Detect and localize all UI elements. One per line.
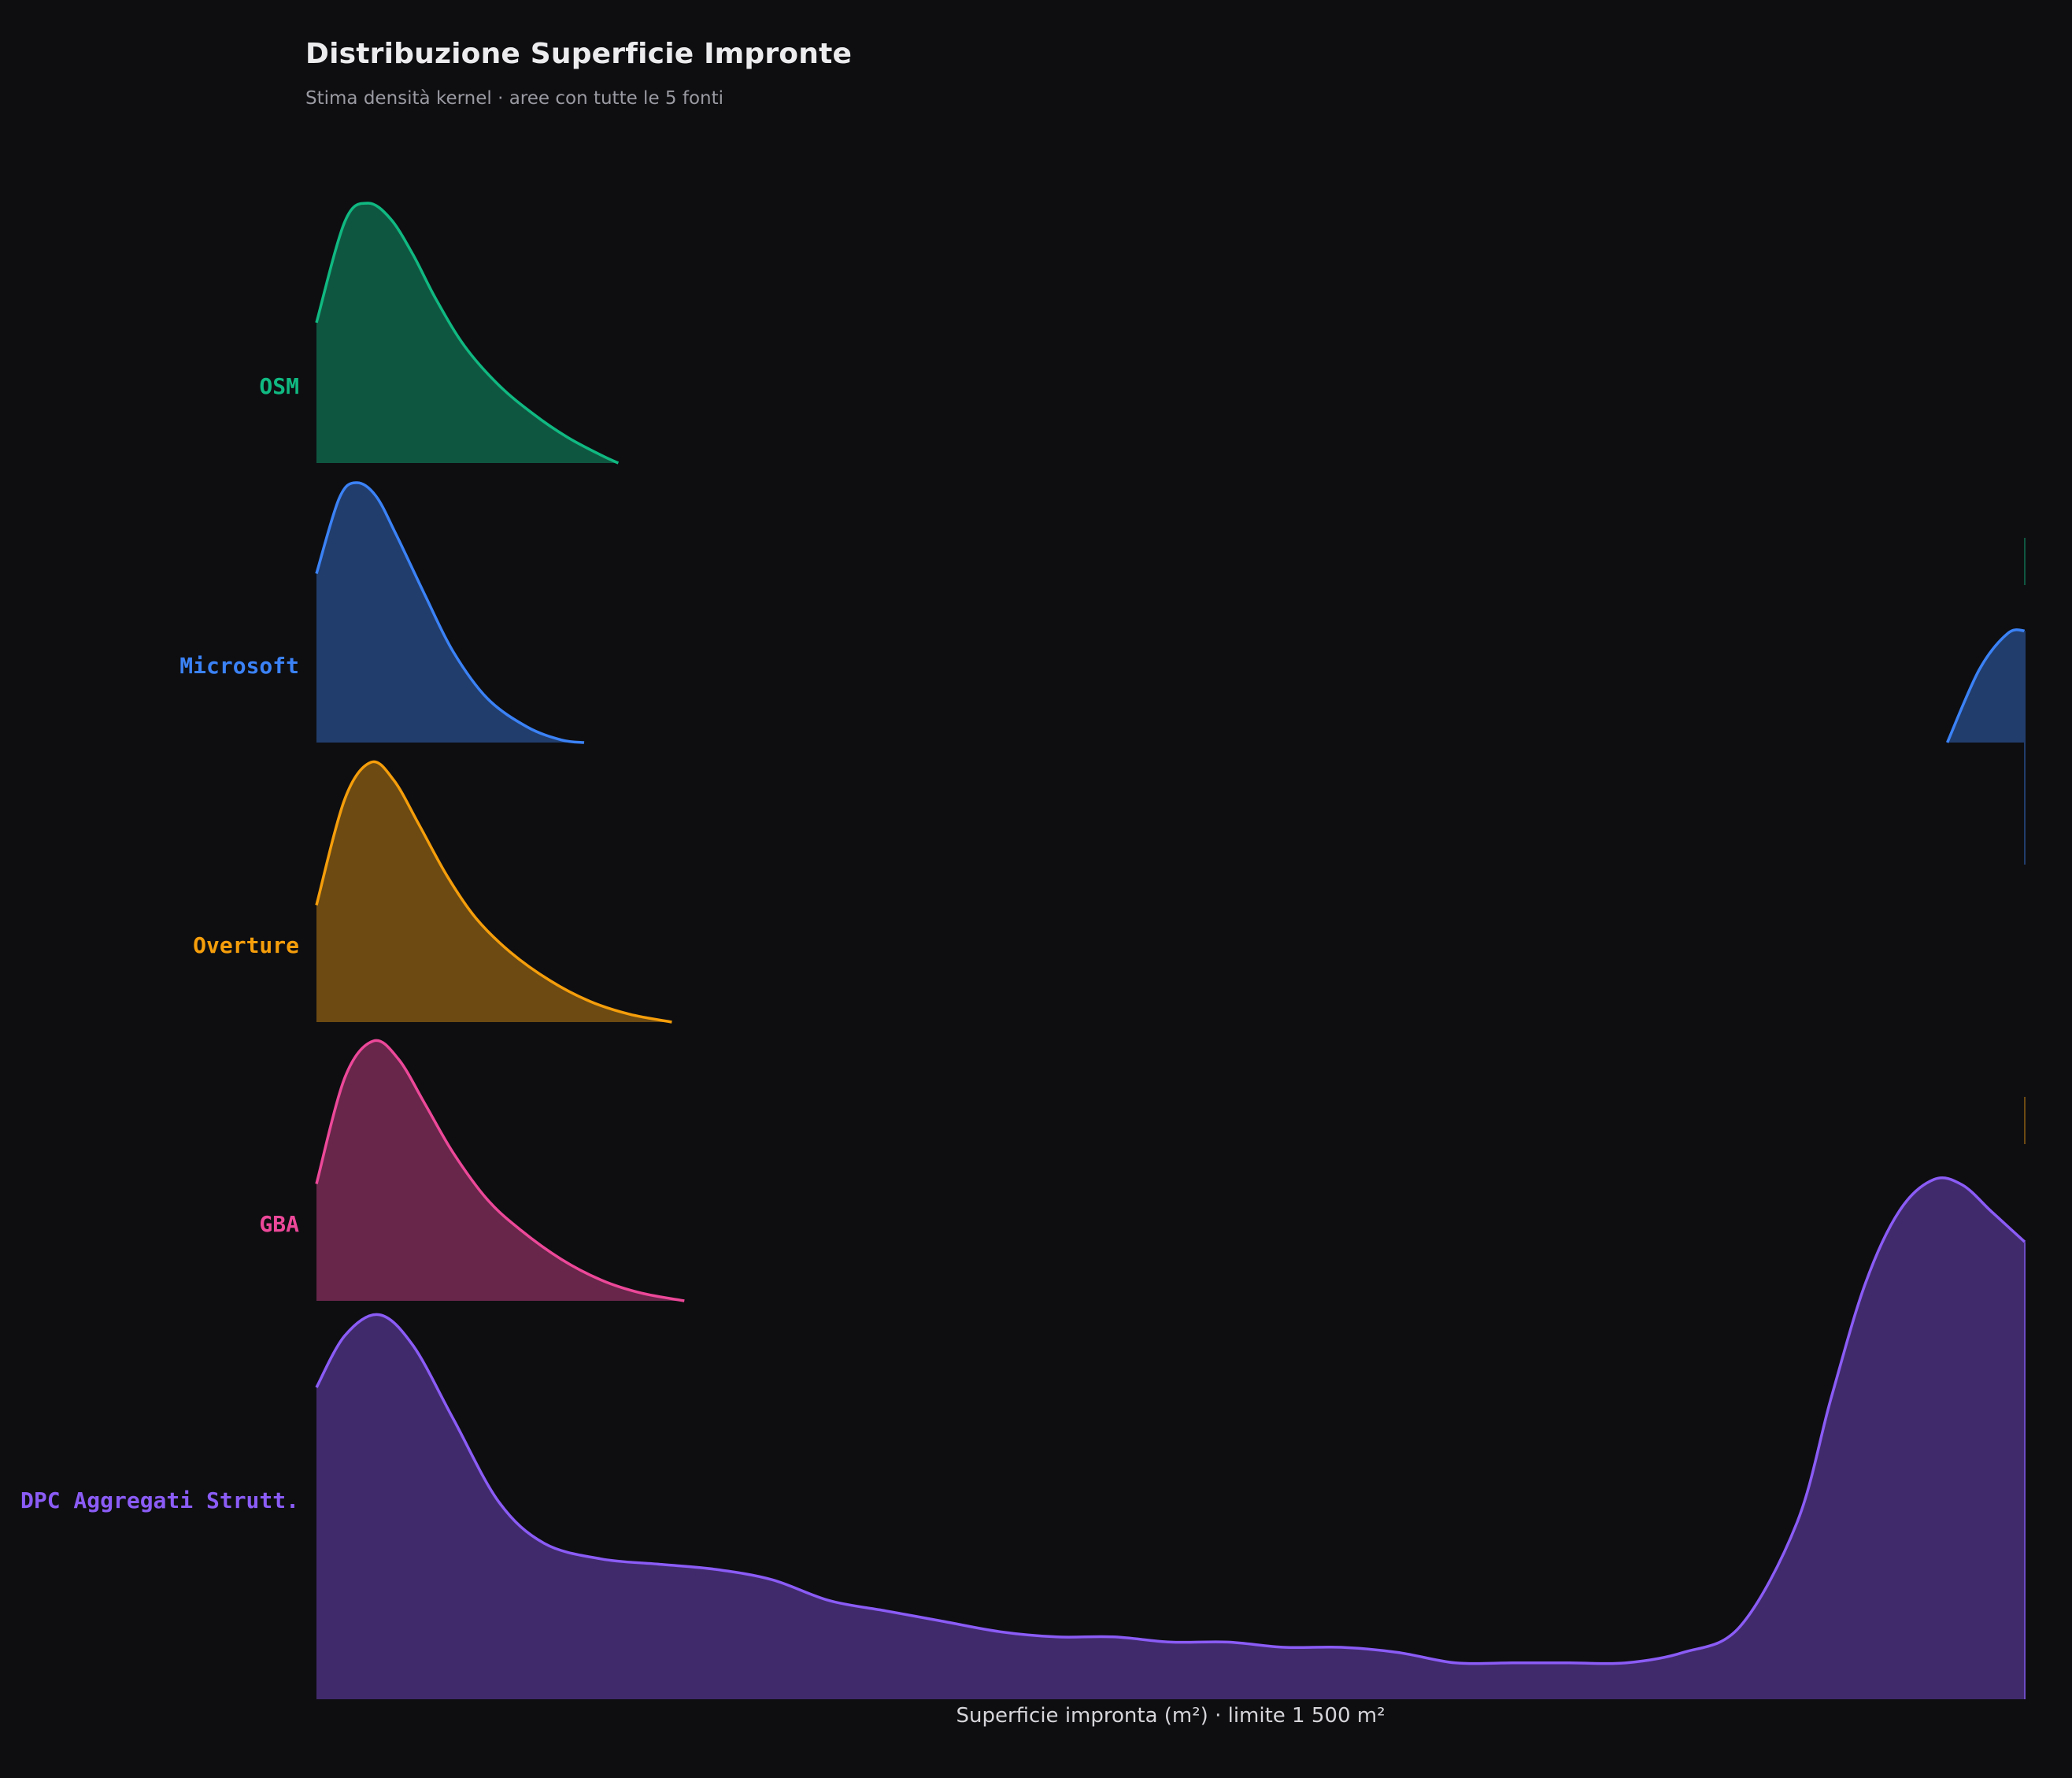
row-label-microsoft: Microsoft (179, 653, 299, 679)
density-area-gba (316, 1040, 685, 1301)
density-line-dpc-aggregati-strutt (315, 1176, 2026, 1665)
density-area-overture (316, 761, 672, 1022)
ridge-gba: GBA (259, 1039, 2026, 1423)
ridge-osm: OSM (259, 202, 2026, 585)
ridge-microsoft: Microsoft (179, 481, 2026, 865)
row-label-gba: GBA (259, 1211, 299, 1237)
row-label-osm: OSM (259, 373, 299, 399)
density-line-overture (315, 760, 672, 1024)
density-area-microsoft (316, 482, 584, 743)
chart-title: Distribuzione Superficie Impronte (305, 38, 853, 70)
density-area-dpc-aggregati-strutt (316, 1177, 2025, 1699)
ridge-overture: Overture (193, 760, 2026, 1144)
density-line-osm (315, 202, 620, 465)
x-axis-label: Superficie impronta (m²) · limite 1 500 … (956, 1704, 1386, 1728)
row-label-dpc-aggregati-strutt: DPC Aggregati Strutt. (20, 1487, 299, 1513)
row-label-overture: Overture (193, 932, 299, 958)
density-line-microsoft-tail (1945, 628, 2026, 743)
density-area-microsoft-tail (1947, 629, 2025, 743)
chart-subtitle: Stima densità kernel · aree con tutte le… (305, 88, 723, 109)
density-line-microsoft (315, 481, 585, 744)
ridge-dpc-aggregati-strutt: DPC Aggregati Strutt. (20, 1176, 2026, 1699)
density-line-gba (315, 1039, 685, 1302)
density-area-osm (316, 202, 619, 463)
